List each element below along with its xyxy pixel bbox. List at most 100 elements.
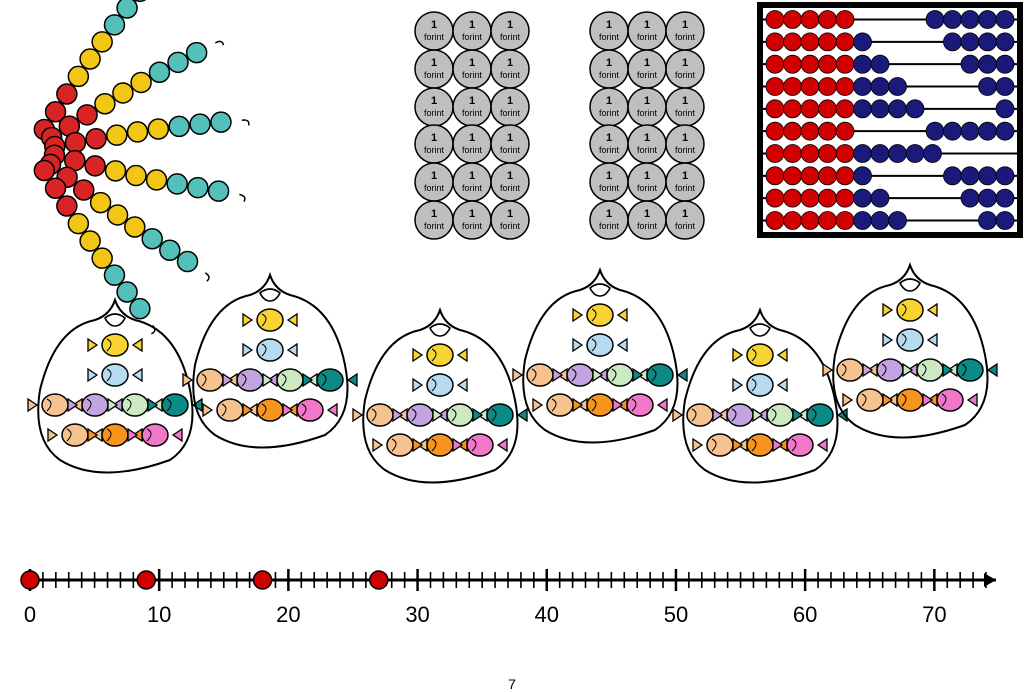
- coin-label-bottom: forint: [599, 145, 620, 155]
- bead: [178, 252, 198, 272]
- coin: [590, 201, 628, 239]
- abacus-bead: [854, 189, 872, 207]
- coin: [491, 163, 529, 201]
- abacus-bead: [979, 55, 997, 73]
- abacus-bead: [854, 33, 872, 51]
- abacus-bead: [854, 211, 872, 229]
- coin: [628, 163, 666, 201]
- coin-label-top: 1: [431, 208, 437, 220]
- abacus-bead: [926, 122, 944, 140]
- coin: [453, 50, 491, 88]
- coin-label-top: 1: [644, 19, 650, 31]
- bead: [92, 32, 112, 52]
- coin-label-bottom: forint: [462, 145, 483, 155]
- coin: [453, 88, 491, 126]
- coin-label-bottom: forint: [675, 32, 696, 42]
- coin: [415, 88, 453, 126]
- abacus-bead: [961, 189, 979, 207]
- coin-label-top: 1: [507, 57, 513, 69]
- bead: [86, 129, 106, 149]
- coin: [628, 201, 666, 239]
- abacus-bead: [854, 55, 872, 73]
- coin-label-bottom: forint: [424, 221, 445, 231]
- candy-bag: [513, 270, 687, 443]
- candy-bag: [183, 275, 357, 448]
- coin-label-bottom: forint: [599, 32, 620, 42]
- abacus-bead: [996, 167, 1014, 185]
- coin-label-bottom: forint: [500, 145, 521, 155]
- abacus-bead: [926, 11, 944, 29]
- abacus-bead: [871, 189, 889, 207]
- abacus-bead: [961, 122, 979, 140]
- abacus-bead: [996, 189, 1014, 207]
- coin-group: 1forint1forint1forint1forint1forint1fori…: [415, 125, 529, 239]
- abacus-bead: [854, 167, 872, 185]
- abacus-bead: [819, 189, 837, 207]
- coin: [666, 163, 704, 201]
- coin: [491, 50, 529, 88]
- coin-label-bottom: forint: [424, 32, 445, 42]
- bead: [80, 231, 100, 251]
- coin-label-top: 1: [644, 208, 650, 220]
- coin: [491, 125, 529, 163]
- abacus-bead: [766, 144, 784, 162]
- coin-label-top: 1: [469, 170, 475, 182]
- abacus-bead: [961, 33, 979, 51]
- abacus-bead: [979, 11, 997, 29]
- bead: [107, 125, 127, 145]
- candy-bag: [353, 310, 527, 483]
- abacus-bead: [766, 122, 784, 140]
- number-line: 010203040506070: [21, 569, 996, 627]
- candy-bag: [823, 265, 997, 438]
- coin-label-bottom: forint: [500, 183, 521, 193]
- abacus-bead: [819, 100, 837, 118]
- abacus-bead: [906, 100, 924, 118]
- coin: [666, 125, 704, 163]
- coin-label-bottom: forint: [637, 108, 658, 118]
- abacus-bead: [871, 100, 889, 118]
- numberline-label: 60: [793, 602, 817, 627]
- bead: [104, 265, 124, 285]
- bead: [57, 196, 77, 216]
- abacus-bead: [979, 211, 997, 229]
- coin-label-top: 1: [606, 57, 612, 69]
- numberline-label: 40: [535, 602, 559, 627]
- abacus-bead: [996, 122, 1014, 140]
- coin-label-top: 1: [644, 132, 650, 144]
- bead: [131, 72, 151, 92]
- abacus-bead: [979, 122, 997, 140]
- abacus-bead: [836, 144, 854, 162]
- numberline-label: 20: [276, 602, 300, 627]
- abacus-bead: [871, 211, 889, 229]
- abacus-bead: [819, 55, 837, 73]
- coin-group: 1forint1forint1forint1forint1forint1fori…: [590, 12, 704, 126]
- coin-label-bottom: forint: [637, 221, 658, 231]
- coin: [415, 163, 453, 201]
- abacus-bead: [871, 144, 889, 162]
- coin-label-bottom: forint: [462, 108, 483, 118]
- abacus-bead: [819, 33, 837, 51]
- abacus-bead: [961, 11, 979, 29]
- coin: [415, 12, 453, 50]
- scene-svg: 1forint1forint1forint1forint1forint1fori…: [0, 0, 1024, 672]
- coin: [628, 50, 666, 88]
- abacus-bead: [889, 144, 907, 162]
- abacus-bead: [871, 78, 889, 96]
- coin-label-top: 1: [431, 19, 437, 31]
- coin-label-top: 1: [469, 95, 475, 107]
- coin: [453, 201, 491, 239]
- coin: [415, 125, 453, 163]
- bead: [113, 83, 133, 103]
- coin-label-top: 1: [682, 170, 688, 182]
- abacus-bead: [836, 211, 854, 229]
- coin: [415, 50, 453, 88]
- abacus-bead: [801, 189, 819, 207]
- numberline-label: 10: [147, 602, 171, 627]
- abacus-bead: [996, 11, 1014, 29]
- abacus-bead: [996, 33, 1014, 51]
- abacus-bead: [944, 11, 962, 29]
- coin: [453, 125, 491, 163]
- coin-label-top: 1: [507, 95, 513, 107]
- coin-label-bottom: forint: [500, 108, 521, 118]
- numberline-label: 70: [922, 602, 946, 627]
